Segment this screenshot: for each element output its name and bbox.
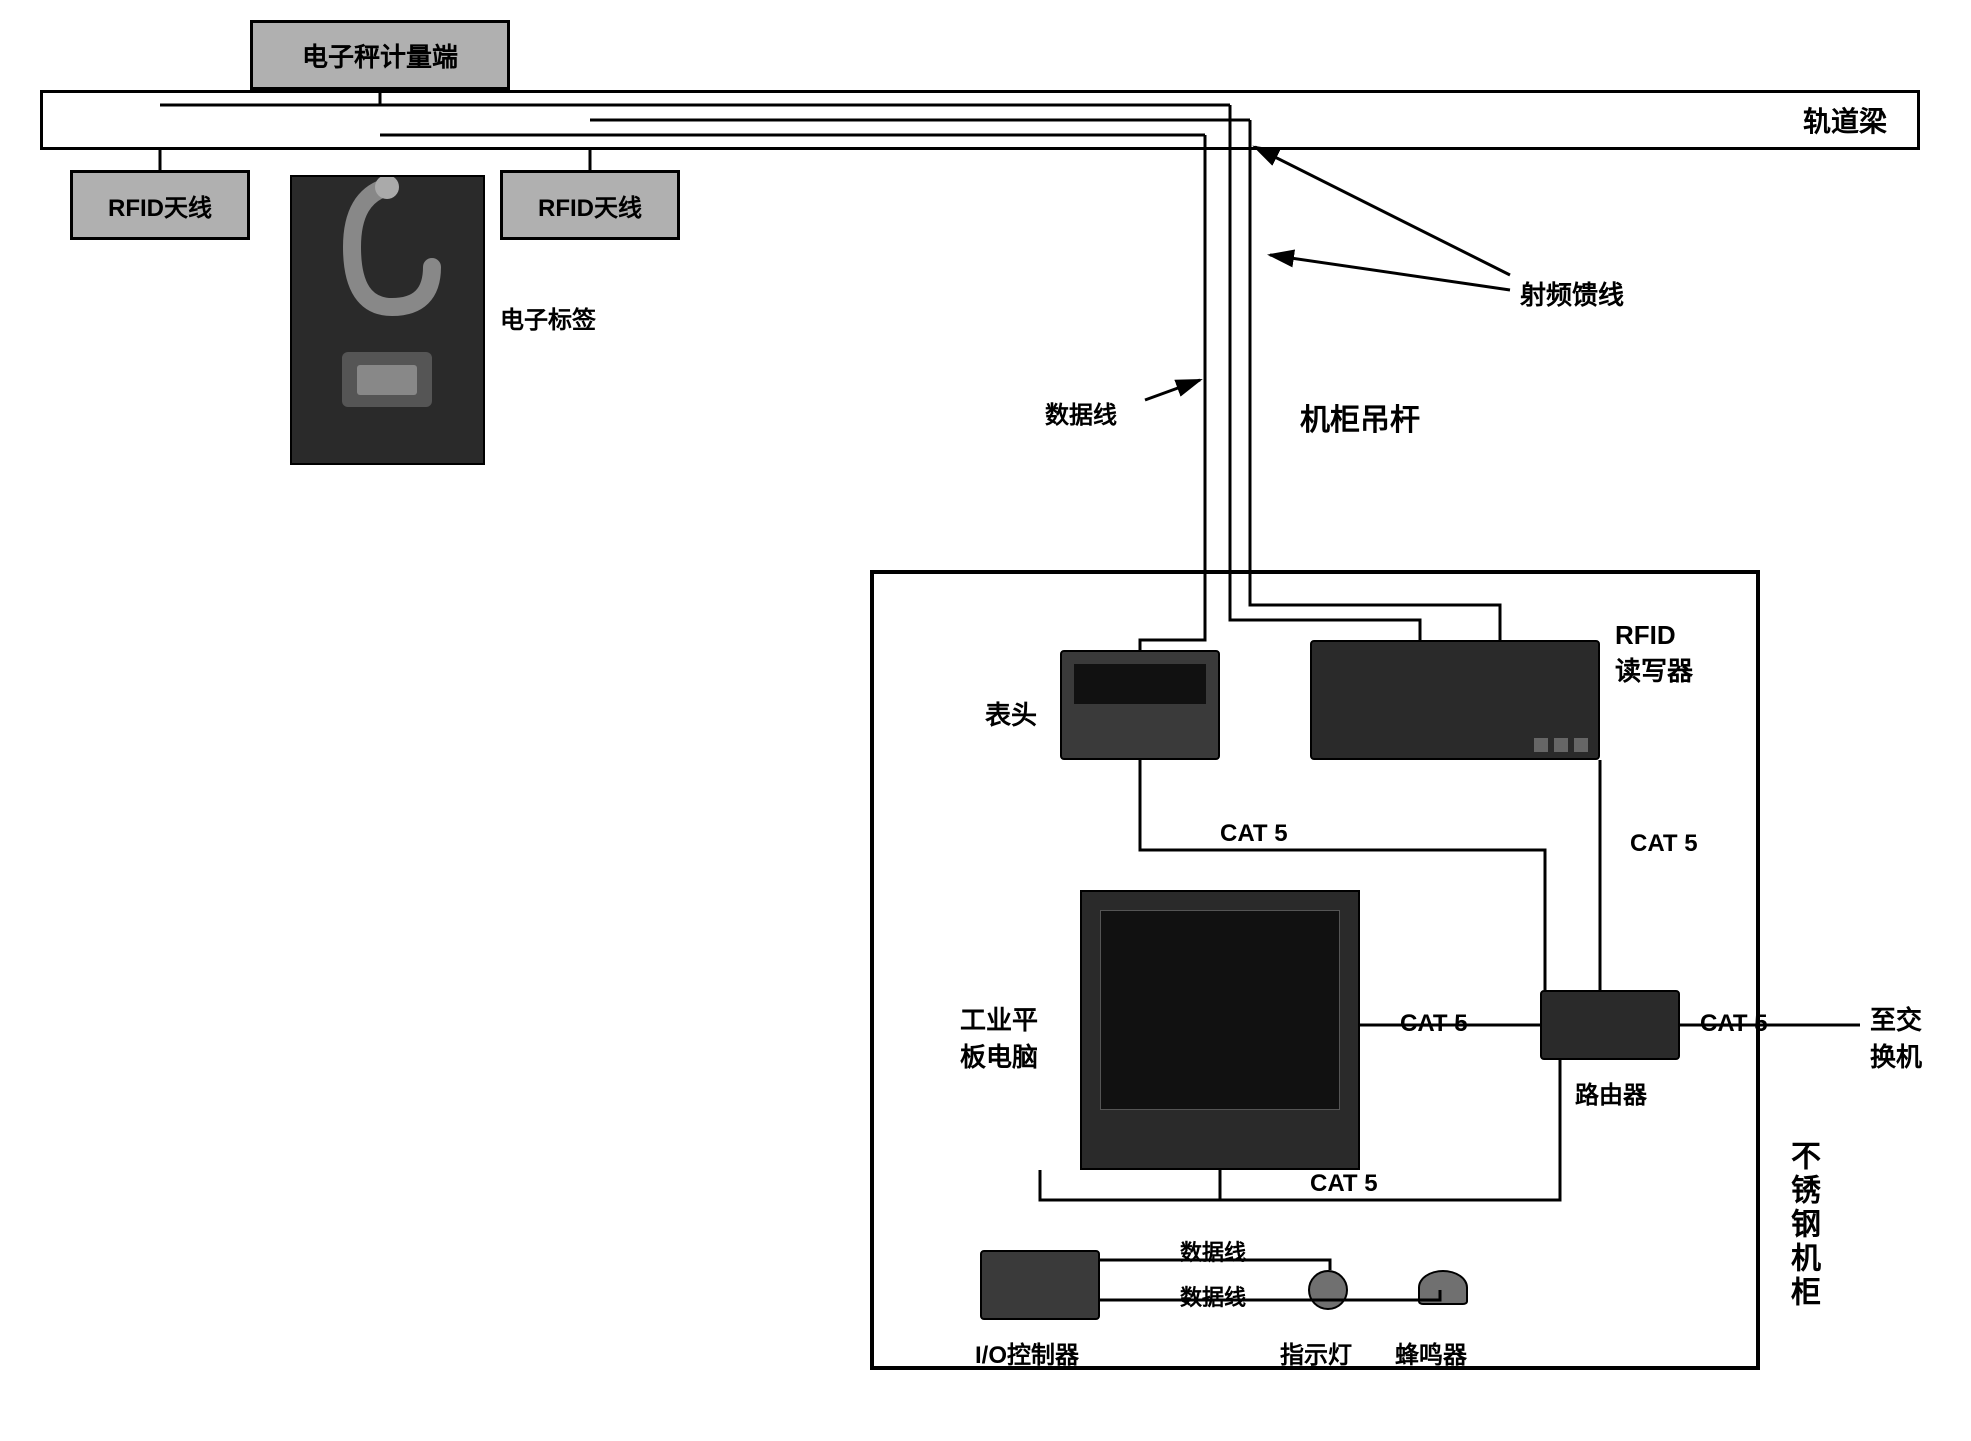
conn-feed-down-1: [1140, 135, 1205, 650]
diagram-canvas: 轨道梁 电子秤计量端 RFID天线 RFID天线 电子标签 射频馈线 数据线 机…: [0, 0, 1971, 1441]
conn-tablet-io-cat5: [1220, 1060, 1560, 1200]
conn-io-dataline-2: [1100, 1290, 1440, 1300]
connection-lines: [0, 0, 1971, 1441]
conn-display-cat5: [1140, 760, 1545, 990]
conn-rf-arrow-1: [1255, 147, 1510, 275]
conn-rf-arrow-2: [1270, 255, 1510, 290]
conn-data-arrow: [1145, 380, 1200, 400]
conn-feed-down-2: [1230, 105, 1420, 640]
conn-tablet-drop: [1040, 1170, 1220, 1200]
conn-io-dataline-1: [1100, 1260, 1330, 1270]
conn-feed-down-3: [1250, 120, 1500, 640]
